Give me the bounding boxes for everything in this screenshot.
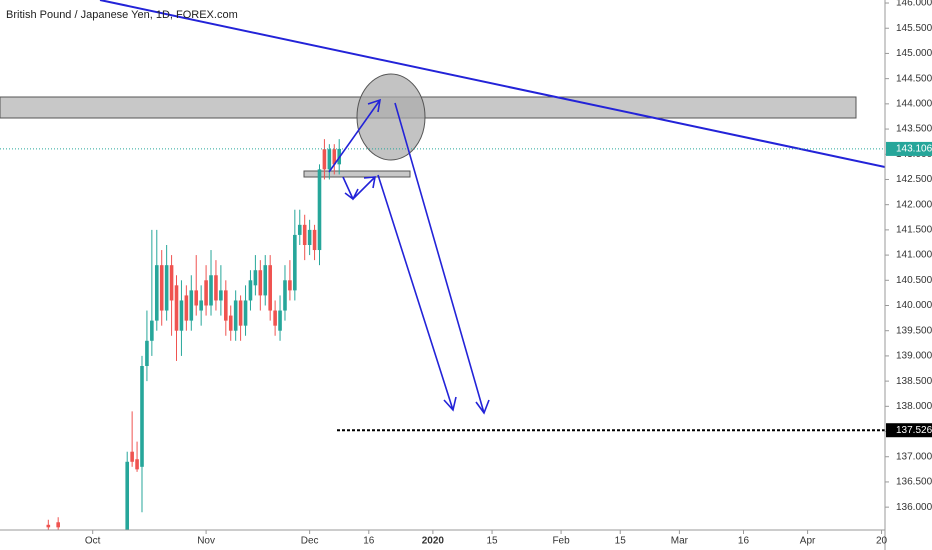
x-tick-label: Apr [800, 536, 816, 547]
last-price-label: 143.106 [896, 144, 932, 155]
x-tick-label: 16 [738, 536, 750, 547]
candle-body [184, 295, 189, 321]
candle-body [322, 149, 327, 170]
candle-body [273, 310, 277, 326]
highlight-circle [356, 73, 426, 161]
x-tick-label: 15 [486, 536, 498, 547]
y-tick-label: 136.000 [896, 502, 932, 513]
x-tick-label: Dec [301, 536, 319, 547]
x-tick-label: 20 [876, 536, 888, 547]
candle-body [214, 275, 218, 301]
x-tick-label: Oct [85, 536, 101, 547]
candle-body [189, 290, 194, 321]
trend-line [99, 0, 885, 168]
x-tick-label: Mar [671, 536, 689, 547]
candle-body [288, 280, 292, 291]
x-tick-label: 15 [615, 536, 627, 547]
candle-body [258, 270, 263, 296]
y-tick-label: 140.000 [896, 300, 932, 311]
arrow [328, 98, 382, 173]
plot-area [0, 0, 885, 530]
candle-body [159, 265, 164, 311]
arrow [342, 176, 376, 201]
candle-body [154, 265, 159, 321]
candle-body [219, 290, 223, 301]
y-tick-label: 139.500 [896, 325, 932, 336]
candle-body [317, 169, 322, 251]
candle-body [327, 149, 332, 170]
resistance-zone [0, 96, 857, 119]
candle-body [233, 300, 238, 331]
candle-body [164, 265, 169, 311]
annotations [328, 98, 885, 432]
candle-body [174, 285, 179, 331]
y-tick-label: 144.000 [896, 98, 932, 109]
candle-body [297, 224, 302, 235]
arrow [394, 102, 490, 415]
candle-body [199, 300, 203, 311]
y-tick-label: 146.000 [896, 0, 932, 9]
candle-body [332, 149, 337, 165]
support-zone [303, 170, 411, 178]
y-tick-label: 142.500 [896, 174, 932, 185]
y-tick-label: 140.500 [896, 275, 932, 286]
candle-body [194, 290, 199, 306]
x-tick-label: Nov [197, 536, 215, 547]
x-tick-label: 16 [363, 536, 375, 547]
candle-body [248, 280, 253, 301]
candle-body [150, 320, 154, 341]
candle-body [224, 290, 228, 321]
candle-body [293, 234, 297, 291]
y-tick-label: 143.500 [896, 124, 932, 135]
y-tick-label: 136.500 [896, 477, 932, 488]
target-box [886, 423, 932, 438]
x-tick-label: Feb [552, 536, 570, 547]
candle-body [140, 365, 144, 467]
y-tick-label: 144.500 [896, 73, 932, 84]
y-tick-label: 139.000 [896, 351, 932, 362]
y-tick-label: 142.000 [896, 199, 932, 210]
y-tick-label: 138.500 [896, 376, 932, 387]
x-tick-label: 2020 [422, 536, 445, 547]
candle-body [253, 270, 258, 286]
candle-body [179, 300, 184, 331]
candle-body [130, 451, 134, 462]
last-price-box [886, 141, 932, 156]
candle-body [228, 315, 233, 331]
candle-body [278, 310, 282, 331]
arrow [377, 174, 457, 412]
candle-body [283, 280, 287, 311]
candle-body [209, 275, 213, 306]
candle-body [145, 340, 149, 366]
candle-body [263, 265, 268, 296]
candle-body [56, 522, 60, 528]
chart-title: British Pound / Japanese Yen, 1D, FOREX.… [6, 9, 238, 21]
candle-body [135, 459, 139, 470]
candle-body [204, 280, 208, 306]
candle-body [307, 229, 312, 246]
y-tick-label: 141.500 [896, 225, 932, 236]
candle-body [46, 524, 51, 528]
candle-body [268, 265, 272, 311]
candle-body [169, 265, 174, 301]
y-tick-label: 145.000 [896, 48, 932, 59]
y-tick-label: 137.000 [896, 451, 932, 462]
candle-body [312, 229, 317, 251]
candle-body [238, 300, 243, 326]
y-tick-label: 145.500 [896, 23, 932, 34]
candle-body [302, 224, 307, 246]
y-tick-label: 141.000 [896, 250, 932, 261]
candle-body [125, 461, 130, 530]
candle-body [243, 300, 248, 326]
target-label: 137.526 [896, 425, 932, 436]
y-tick-label: 138.000 [896, 401, 932, 412]
